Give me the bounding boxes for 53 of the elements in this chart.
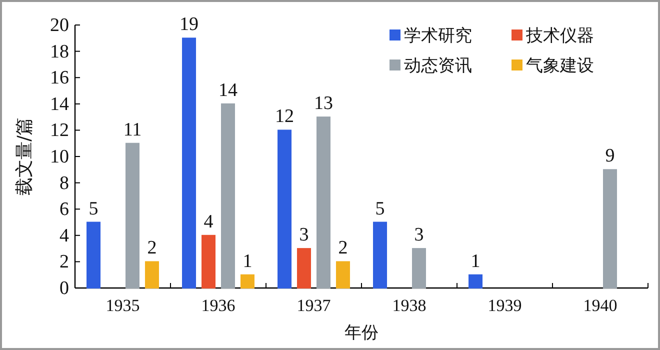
x-tick-label: 1939 xyxy=(488,296,522,315)
y-tick-label: 14 xyxy=(50,94,70,115)
bar xyxy=(412,248,426,288)
bar xyxy=(373,222,388,288)
data-label: 14 xyxy=(218,80,238,101)
data-label: 2 xyxy=(147,238,157,259)
bar xyxy=(144,261,159,288)
data-label: 9 xyxy=(605,146,615,167)
y-tick-label: 4 xyxy=(60,225,70,246)
data-label: 3 xyxy=(299,224,309,246)
y-tick-label: 0 xyxy=(60,278,69,299)
bar xyxy=(220,103,235,288)
x-tick-label: 1935 xyxy=(106,296,140,315)
y-tick-label: 10 xyxy=(50,146,69,168)
bar xyxy=(182,38,196,288)
data-label: 11 xyxy=(123,119,142,140)
legend-label: 气象建设 xyxy=(526,56,594,76)
data-label: 12 xyxy=(275,106,294,128)
y-tick-label: 12 xyxy=(50,120,69,142)
bar xyxy=(125,142,140,288)
data-label: 13 xyxy=(314,93,333,114)
data-label: 19 xyxy=(180,14,199,36)
data-label: 5 xyxy=(375,198,385,220)
data-label: 1 xyxy=(242,250,252,272)
bar xyxy=(86,222,101,288)
bar xyxy=(297,248,312,288)
bar xyxy=(602,169,617,288)
y-tick-label: 6 xyxy=(60,199,69,220)
bar xyxy=(240,274,254,288)
x-axis-title: 年份 xyxy=(344,323,378,343)
data-label: 5 xyxy=(88,198,98,220)
bar xyxy=(202,234,216,288)
legend-label: 动态资讯 xyxy=(404,56,472,76)
x-tick-label: 1937 xyxy=(296,296,332,315)
data-label: 1 xyxy=(470,250,480,272)
y-tick-label: 8 xyxy=(60,172,69,194)
data-label: 3 xyxy=(414,224,424,246)
data-label: 4 xyxy=(204,211,214,232)
x-tick-label: 1936 xyxy=(201,296,236,315)
y-tick-label: 2 xyxy=(60,252,69,273)
y-axis-title: 载文量/篇 xyxy=(14,117,35,196)
bar xyxy=(336,261,350,288)
x-tick-label: 1940 xyxy=(583,296,618,315)
data-label: 2 xyxy=(338,238,348,259)
bar xyxy=(468,274,483,288)
bar xyxy=(278,130,292,288)
y-tick-label: 16 xyxy=(50,68,69,89)
x-tick-label: 1938 xyxy=(392,296,426,315)
y-tick-label: 18 xyxy=(50,41,69,62)
legend-label: 学术研究 xyxy=(404,26,472,46)
bar xyxy=(316,116,330,288)
y-tick-label: 20 xyxy=(50,15,69,36)
legend-label: 技术仪器 xyxy=(525,26,594,46)
